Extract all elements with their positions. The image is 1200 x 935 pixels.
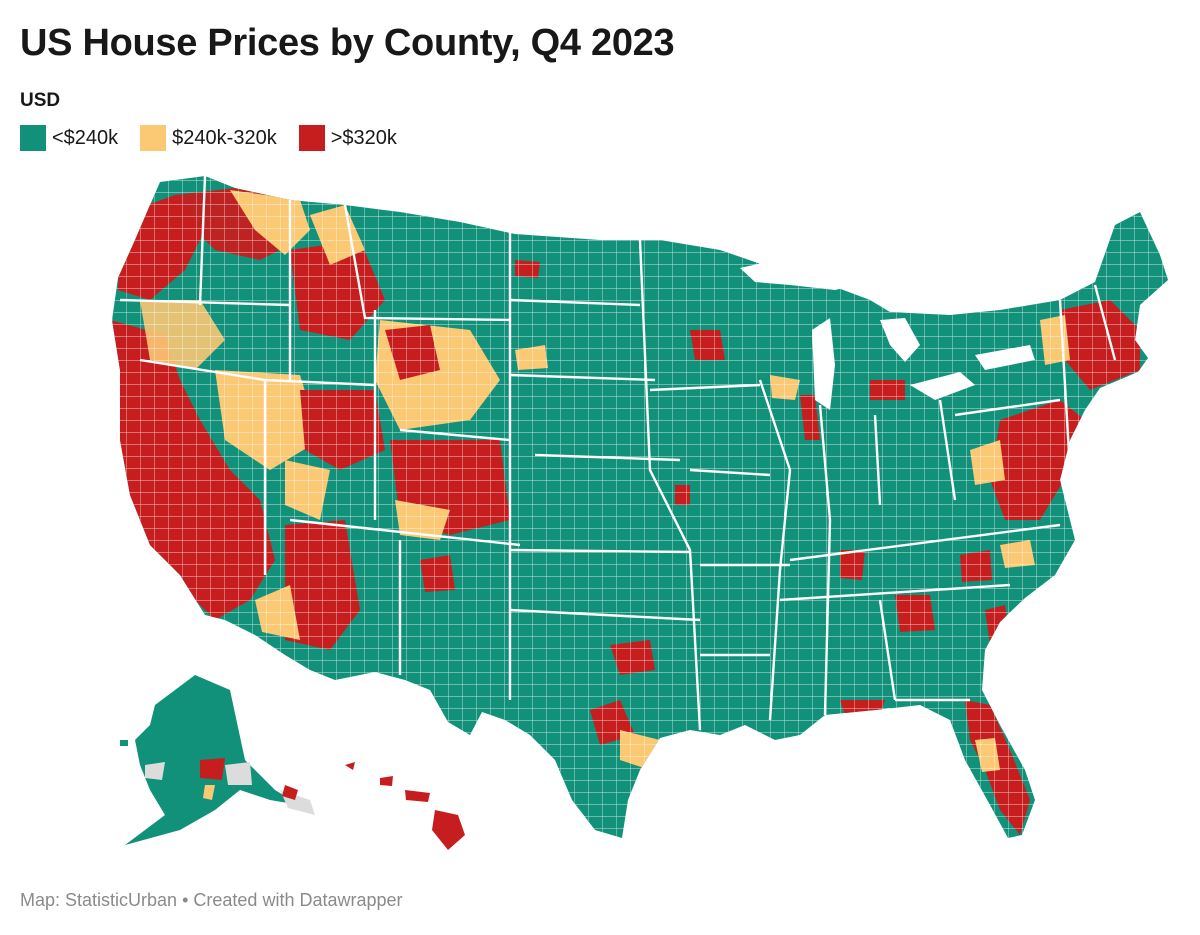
legend-swatch-mid (140, 125, 167, 151)
footer-credit: Created with Datawrapper (193, 890, 403, 910)
washington-oregon-border (119, 298, 291, 307)
lake-erie (910, 372, 975, 400)
alaska (120, 675, 315, 845)
county-fills (112, 176, 1168, 838)
legend: <$240k $240k-320k >$320k (20, 125, 419, 151)
legend-swatch-high (298, 125, 325, 151)
new-york-east-border (1058, 299, 1072, 471)
county-borders-texture (112, 176, 1168, 838)
map-footer: Map: StatisticUrban • Created with Dataw… (20, 890, 403, 911)
anchorage-high-cluster (200, 758, 225, 780)
legend-item-mid: $240k-320k (140, 125, 277, 151)
state-borders (119, 175, 1117, 731)
indiana-ohio-border (873, 414, 882, 506)
legend-label-low: <$240k (52, 126, 119, 149)
mississippi-river-border (758, 379, 792, 721)
ohio-pennsylvania-border (938, 399, 957, 501)
legend-label-high: >$320k (330, 126, 397, 149)
oklahoma-texas-border (509, 608, 701, 622)
lake-superior (740, 258, 870, 290)
legend-item-high: >$320k (298, 125, 397, 151)
map-title: US House Prices by County, Q4 2023 (20, 22, 675, 64)
us-county-map (0, 170, 1200, 870)
legend-label-mid: $240k-320k (172, 126, 277, 149)
great-lakes (740, 258, 1035, 410)
wa-or-idaho-border (198, 175, 207, 306)
illinois-indiana-border (818, 404, 832, 716)
legend-swatch-low (20, 125, 46, 151)
oregon-california-border (139, 358, 266, 382)
alabama-georgia-border (878, 599, 897, 701)
central-north-south-border (638, 239, 702, 731)
hawaii-big-island (432, 810, 465, 850)
lake-michigan (812, 318, 835, 410)
new-england-internal-border (1093, 284, 1117, 361)
kansas-oklahoma-border (509, 548, 691, 554)
lake-huron (880, 318, 920, 362)
map-svg (112, 175, 1168, 850)
four-corners-line (289, 518, 521, 547)
tennessee-south-border (779, 583, 1011, 602)
nevada-idaho-border (264, 378, 376, 387)
legend-title: USD (20, 90, 61, 111)
lake-ontario (975, 345, 1035, 370)
juneau-high-cluster (282, 785, 298, 800)
south-dakota-nebraska-border (509, 373, 656, 382)
minnesota-iowa-border (649, 383, 761, 392)
footer-separator: • (182, 890, 189, 910)
wyoming-colorado-border (399, 428, 511, 442)
tennessee-north-border (789, 523, 1061, 562)
iowa-missouri-border (689, 468, 771, 477)
montana-south-border (343, 204, 511, 322)
kenai-mid-cluster (203, 785, 215, 800)
alaska-no-data-west (145, 762, 165, 780)
nebraska-kansas-border (534, 453, 681, 462)
alaska-island-west (120, 740, 128, 746)
hawaii-kauai (345, 762, 355, 770)
hawaii-oahu (380, 776, 393, 786)
legend-item-low: <$240k (20, 125, 118, 151)
hawaii (345, 762, 465, 850)
ny-pennsylvania-border (954, 398, 1061, 417)
dakotas-border (509, 298, 641, 307)
footer-source: Map: StatisticUrban (20, 890, 178, 910)
alaska-no-data-central (225, 762, 252, 785)
hawaii-molokai-maui (405, 790, 430, 802)
